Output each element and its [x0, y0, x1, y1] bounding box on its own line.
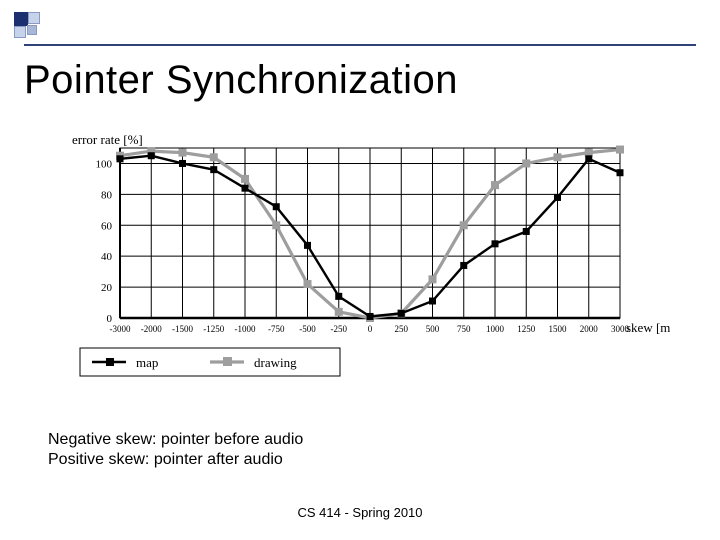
- svg-text:40: 40: [101, 251, 113, 263]
- svg-text:0: 0: [368, 324, 373, 334]
- caption-line-1: Negative skew: pointer before audio: [48, 430, 303, 450]
- svg-text:skew [ms]: skew [ms]: [626, 320, 670, 335]
- svg-text:-1500: -1500: [172, 324, 193, 334]
- corner-decoration: [14, 12, 74, 48]
- slide-title: Pointer Synchronization: [24, 58, 458, 103]
- error-rate-chart: error rate [%] 0 20 40 60 80 100 -3000 -2000 -150…: [60, 130, 670, 395]
- chart-svg: error rate [%] 0 20 40 60 80 100 -3000 -2000 -150…: [60, 130, 670, 390]
- svg-text:80: 80: [101, 189, 113, 201]
- svg-text:-1000: -1000: [235, 324, 256, 334]
- svg-text:1250: 1250: [517, 324, 536, 334]
- svg-text:error rate [%]: error rate [%]: [72, 132, 143, 147]
- svg-text:-2000: -2000: [141, 324, 162, 334]
- svg-text:500: 500: [426, 324, 440, 334]
- svg-text:drawing: drawing: [254, 355, 297, 370]
- svg-text:20: 20: [101, 282, 113, 294]
- svg-text:-1250: -1250: [203, 324, 224, 334]
- caption-line-2: Positive skew: pointer after audio: [48, 450, 303, 470]
- caption: Negative skew: pointer before audio Posi…: [48, 430, 303, 470]
- svg-text:-500: -500: [299, 324, 316, 334]
- svg-text:-250: -250: [331, 324, 348, 334]
- svg-text:100: 100: [96, 158, 113, 170]
- svg-text:750: 750: [457, 324, 471, 334]
- title-underline: [24, 44, 696, 46]
- svg-text:map: map: [136, 355, 158, 370]
- svg-text:1000: 1000: [486, 324, 505, 334]
- svg-text:250: 250: [395, 324, 409, 334]
- svg-text:2000: 2000: [580, 324, 599, 334]
- svg-text:1500: 1500: [549, 324, 568, 334]
- svg-text:60: 60: [101, 220, 113, 232]
- svg-text:-3000: -3000: [110, 324, 131, 334]
- slide-footer: CS 414 - Spring 2010: [0, 505, 720, 520]
- svg-text:-750: -750: [268, 324, 285, 334]
